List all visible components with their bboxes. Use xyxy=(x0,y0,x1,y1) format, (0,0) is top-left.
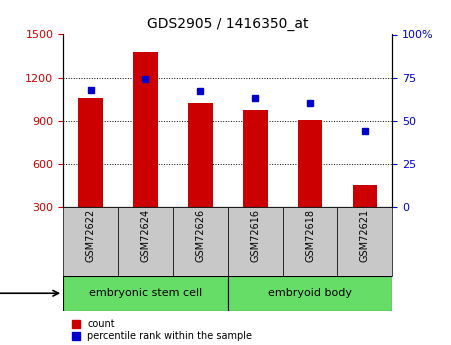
Bar xyxy=(78,98,103,207)
Text: GSM72616: GSM72616 xyxy=(250,209,260,262)
Bar xyxy=(337,207,392,276)
Text: GSM72624: GSM72624 xyxy=(140,209,151,262)
Bar xyxy=(228,207,283,276)
Text: embryoid body: embryoid body xyxy=(268,288,352,298)
Bar xyxy=(63,207,118,276)
Bar xyxy=(63,276,228,310)
Text: embryonic stem cell: embryonic stem cell xyxy=(89,288,202,298)
Text: GSM72621: GSM72621 xyxy=(360,209,370,262)
Text: GSM72618: GSM72618 xyxy=(305,209,315,262)
Bar xyxy=(118,207,173,276)
Bar xyxy=(228,276,392,310)
Bar xyxy=(188,104,213,207)
Title: GDS2905 / 1416350_at: GDS2905 / 1416350_at xyxy=(147,17,308,31)
Text: GSM72626: GSM72626 xyxy=(195,209,205,262)
Bar xyxy=(353,186,377,207)
Bar xyxy=(133,52,158,207)
Bar xyxy=(283,207,337,276)
Text: GSM72622: GSM72622 xyxy=(86,209,96,262)
Legend: count, percentile rank within the sample: count, percentile rank within the sample xyxy=(68,315,256,345)
Bar xyxy=(298,120,322,207)
Bar xyxy=(243,110,267,207)
Bar xyxy=(173,207,228,276)
